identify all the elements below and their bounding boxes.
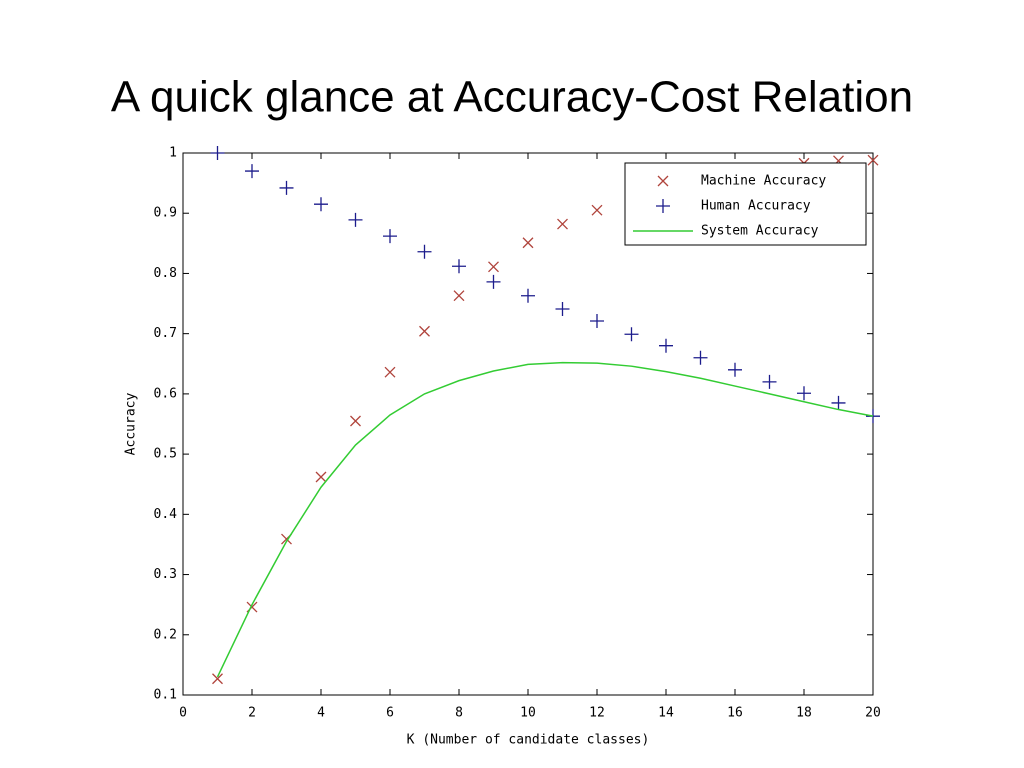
point-marker: [762, 374, 777, 389]
y-tick-label: 0.5: [154, 447, 177, 462]
point-marker: [591, 204, 603, 216]
point-marker: [831, 395, 846, 410]
y-axis-label: Accuracy: [124, 393, 139, 456]
x-tick-label: 2: [248, 706, 256, 721]
point-marker: [624, 327, 639, 342]
y-tick-label: 0.6: [154, 386, 177, 401]
y-tick-label: 0.3: [154, 567, 177, 582]
x-tick-label: 16: [727, 706, 743, 721]
x-tick-label: 20: [865, 706, 881, 721]
x-tick-label: 8: [455, 706, 463, 721]
y-tick-label: 0.8: [154, 266, 177, 281]
point-marker: [728, 362, 742, 377]
point-marker: [486, 274, 501, 289]
legend-swatch: [656, 199, 670, 213]
point-marker: [557, 218, 568, 230]
x-tick-label: 10: [520, 706, 536, 721]
y-tick-label: 0.1: [154, 688, 177, 703]
legend-swatch: [657, 175, 669, 187]
point-marker: [314, 197, 328, 212]
point-marker: [797, 386, 811, 401]
point-marker: [419, 325, 430, 337]
point-marker: [590, 314, 604, 329]
legend-label: Machine Accuracy: [701, 174, 826, 189]
point-marker: [348, 212, 363, 227]
y-tick-label: 1: [169, 146, 177, 161]
y-tick-label: 0.4: [154, 507, 178, 522]
x-tick-label: 12: [589, 706, 605, 721]
point-marker: [245, 164, 259, 179]
y-tick-label: 0.7: [154, 326, 177, 341]
x-tick-label: 0: [179, 706, 187, 721]
point-marker: [279, 180, 294, 195]
point-marker: [383, 229, 397, 244]
slide-title: A quick glance at Accuracy-Cost Relation: [111, 73, 913, 122]
point-marker: [453, 290, 465, 302]
point-marker: [210, 146, 225, 160]
legend-label: Human Accuracy: [701, 199, 811, 214]
x-axis-label: K (Number of candidate classes): [407, 733, 650, 748]
point-marker: [212, 673, 223, 685]
x-tick-label: 18: [796, 706, 812, 721]
y-tick-label: 0.9: [154, 206, 177, 221]
point-marker: [659, 338, 673, 353]
point-marker: [693, 350, 708, 365]
series-line: [216, 361, 874, 678]
y-tick-label: 0.2: [154, 627, 177, 642]
x-tick-label: 4: [317, 706, 325, 721]
point-marker: [417, 244, 432, 259]
point-marker: [521, 288, 535, 303]
point-marker: [488, 261, 499, 273]
point-marker: [350, 415, 361, 427]
point-marker: [384, 366, 396, 378]
legend-label: System Accuracy: [701, 224, 819, 239]
point-marker: [315, 471, 327, 483]
legend-box: [624, 162, 867, 246]
point-marker: [522, 237, 534, 249]
point-marker: [867, 154, 879, 166]
x-tick-label: 6: [386, 706, 394, 721]
point-marker: [555, 301, 570, 316]
x-tick-label: 14: [658, 706, 674, 721]
point-marker: [452, 259, 466, 274]
